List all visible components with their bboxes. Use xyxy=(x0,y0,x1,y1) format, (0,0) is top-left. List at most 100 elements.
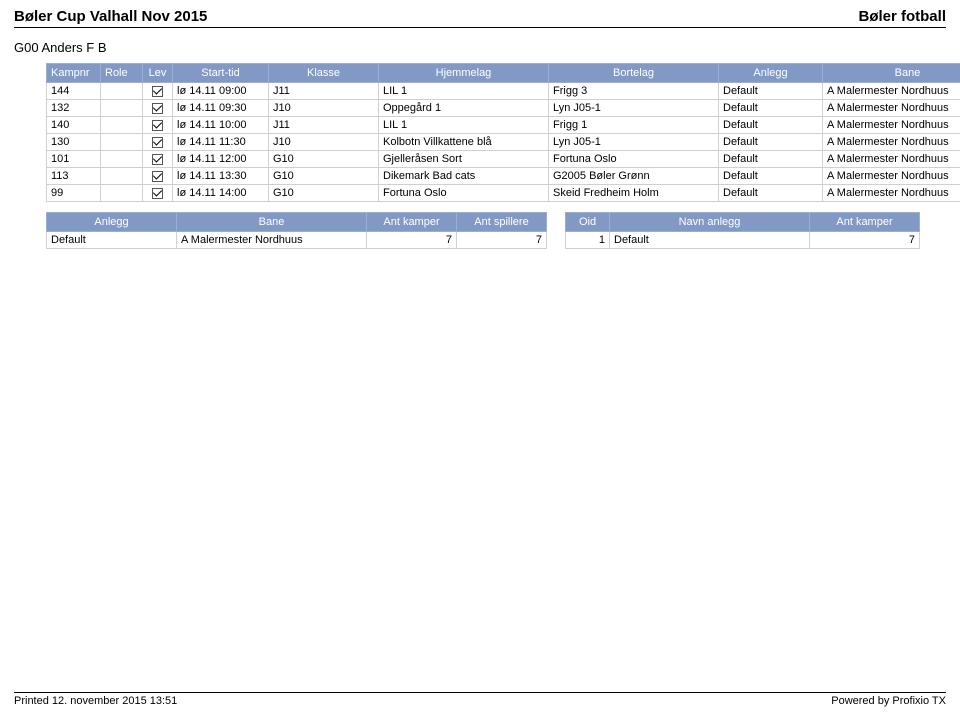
table-cell: 7 xyxy=(367,232,457,249)
table-cell: G10 xyxy=(269,151,379,168)
table-cell: J11 xyxy=(269,83,379,100)
table-cell: lø 14.11 09:00 xyxy=(173,83,269,100)
page-header: Bøler Cup Valhall Nov 2015 Bøler fotball xyxy=(14,8,946,28)
table-cell: Kolbotn Villkattene blå xyxy=(379,134,549,151)
table-cell: 132 xyxy=(47,100,101,117)
col-header: Bortelag xyxy=(549,64,719,83)
table-cell: lø 14.11 13:30 xyxy=(173,168,269,185)
title-left: Bøler Cup Valhall Nov 2015 xyxy=(14,8,207,25)
table-cell xyxy=(101,185,143,202)
table-cell: 1 xyxy=(566,232,610,249)
checkbox-icon xyxy=(152,188,163,199)
table-header-row: KampnrRoleLevStart-tidKlasseHjemmelagBor… xyxy=(47,64,960,83)
table-cell: Default xyxy=(47,232,177,249)
table-cell: Fortuna Oslo xyxy=(549,151,719,168)
table-cell: A Malermester Nordhuus xyxy=(823,151,960,168)
checkbox-icon xyxy=(152,86,163,97)
table-cell: Frigg 1 xyxy=(549,117,719,134)
summary-table-right: OidNavn anleggAnt kamper 1Default7 xyxy=(565,212,920,249)
table-cell xyxy=(143,168,173,185)
table-cell: G2005 Bøler Grønn xyxy=(549,168,719,185)
col-header: Anlegg xyxy=(47,213,177,232)
col-header: Oid xyxy=(566,213,610,232)
table-cell xyxy=(143,134,173,151)
col-header: Hjemmelag xyxy=(379,64,549,83)
footer-left: Printed 12. november 2015 13:51 xyxy=(14,695,177,707)
table-cell: 101 xyxy=(47,151,101,168)
table-cell: A Malermester Nordhuus xyxy=(177,232,367,249)
table-cell: Skeid Fredheim Holm xyxy=(549,185,719,202)
table-cell xyxy=(143,151,173,168)
table-cell: LIL 1 xyxy=(379,83,549,100)
table-cell: A Malermester Nordhuus xyxy=(823,83,960,100)
checkbox-icon xyxy=(152,171,163,182)
table-cell: Fortuna Oslo xyxy=(379,185,549,202)
col-header: Bane xyxy=(177,213,367,232)
col-header: Bane xyxy=(823,64,960,83)
table-cell: A Malermester Nordhuus xyxy=(823,134,960,151)
checkbox-icon xyxy=(152,103,163,114)
col-header: Role xyxy=(101,64,143,83)
table-cell: lø 14.11 09:30 xyxy=(173,100,269,117)
table-cell: lø 14.11 12:00 xyxy=(173,151,269,168)
table-cell: 140 xyxy=(47,117,101,134)
table-cell xyxy=(143,83,173,100)
table-cell: Default xyxy=(610,232,810,249)
table-cell: Default xyxy=(719,185,823,202)
table-cell: Gjelleråsen Sort xyxy=(379,151,549,168)
table-cell: 7 xyxy=(810,232,920,249)
table-cell: A Malermester Nordhuus xyxy=(823,100,960,117)
table-cell: Lyn J05-1 xyxy=(549,100,719,117)
table-cell: Oppegård 1 xyxy=(379,100,549,117)
table-cell xyxy=(143,185,173,202)
table-cell: A Malermester Nordhuus xyxy=(823,168,960,185)
title-right: Bøler fotball xyxy=(858,8,946,25)
table-cell xyxy=(101,100,143,117)
table-cell: Lyn J05-1 xyxy=(549,134,719,151)
summary-row: AnleggBane Ant kamper Ant spillere Default… xyxy=(46,212,946,249)
table-cell: G10 xyxy=(269,185,379,202)
table-cell xyxy=(101,117,143,134)
table-row: 130lø 14.11 11:30J10Kolbotn Villkattene … xyxy=(47,134,960,151)
checkbox-icon xyxy=(152,137,163,148)
table-cell: Default xyxy=(719,134,823,151)
table-cell: lø 14.11 10:00 xyxy=(173,117,269,134)
table-cell: A Malermester Nordhuus xyxy=(823,185,960,202)
table-cell: Default xyxy=(719,168,823,185)
table-cell: Default xyxy=(719,100,823,117)
col-header: Lev xyxy=(143,64,173,83)
table-cell xyxy=(101,168,143,185)
table-row: 144lø 14.11 09:00J11LIL 1Frigg 3DefaultA… xyxy=(47,83,960,100)
table-cell xyxy=(143,100,173,117)
table-row: 140lø 14.11 10:00J11LIL 1Frigg 1DefaultA… xyxy=(47,117,960,134)
table-cell: J11 xyxy=(269,117,379,134)
col-header: Anlegg xyxy=(719,64,823,83)
table-cell: lø 14.11 14:00 xyxy=(173,185,269,202)
footer-right: Powered by Profixio TX xyxy=(831,695,946,707)
table-cell xyxy=(101,151,143,168)
table-cell: J10 xyxy=(269,100,379,117)
table-cell xyxy=(101,83,143,100)
table-cell: Default xyxy=(719,117,823,134)
table-cell: 113 xyxy=(47,168,101,185)
table-cell: LIL 1 xyxy=(379,117,549,134)
table-row: 101 lø 14.11 12:00G10Gjelleråsen SortFort… xyxy=(47,151,960,168)
matches-table: KampnrRoleLevStart-tidKlasseHjemmelagBor… xyxy=(46,63,960,202)
table-cell: 99 xyxy=(47,185,101,202)
summary-table-left: AnleggBaneAnt kamperAnt spillere Default… xyxy=(46,212,547,249)
table-row: 113lø 14.11 13:30G10Dikemark Bad catsG20… xyxy=(47,168,960,185)
col-header: Start-tid xyxy=(173,64,269,83)
checkbox-icon xyxy=(152,154,163,165)
table-cell: Default xyxy=(719,83,823,100)
table-row: 99 lø 14.11 14:00G10Fortuna OsloSkeid Fre… xyxy=(47,185,960,202)
checkbox-icon xyxy=(152,120,163,131)
col-header: Klasse xyxy=(269,64,379,83)
col-header: Kampnr xyxy=(47,64,101,83)
col-header: Ant spillere xyxy=(457,213,547,232)
col-header: Ant kamper xyxy=(810,213,920,232)
page-footer: Printed 12. november 2015 13:51 Powered … xyxy=(14,692,946,707)
table-cell xyxy=(101,134,143,151)
table-cell: J10 xyxy=(269,134,379,151)
subtitle: G00 Anders F B xyxy=(14,40,946,55)
table-row: 132 lø 14.11 09:30J10Oppegård 1Lyn J05-1D… xyxy=(47,100,960,117)
